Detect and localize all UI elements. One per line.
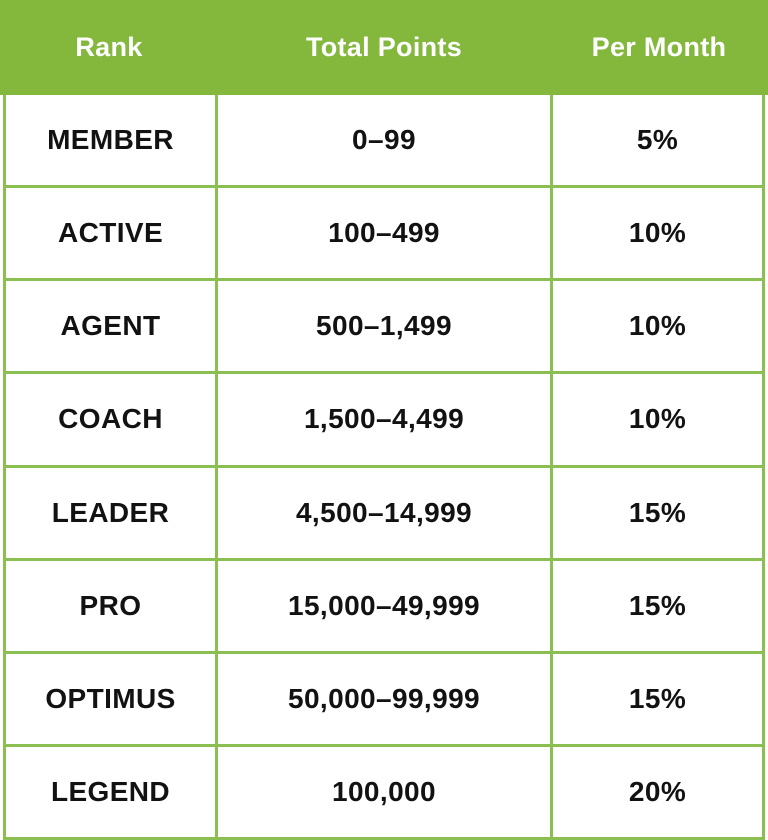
points-cell: 50,000–99,999 bbox=[218, 653, 550, 744]
points-cell: 15,000–49,999 bbox=[218, 560, 550, 651]
table-body: MEMBER 0–99 5% ACTIVE 100–499 10% AGENT … bbox=[3, 95, 765, 840]
table-header-row: Rank Total Points Per Month bbox=[0, 0, 768, 95]
points-cell: 100,000 bbox=[218, 746, 550, 837]
percent-cell: 10% bbox=[553, 281, 762, 372]
rank-cell: LEADER bbox=[6, 467, 215, 558]
points-cell: 100–499 bbox=[218, 188, 550, 279]
rank-cell: OPTIMUS bbox=[6, 653, 215, 744]
rank-cell: COACH bbox=[6, 374, 215, 465]
points-cell: 1,500–4,499 bbox=[218, 374, 550, 465]
percent-cell: 10% bbox=[553, 374, 762, 465]
column-header-per-month: Per Month bbox=[591, 32, 727, 62]
percent-cell: 10% bbox=[553, 188, 762, 279]
points-cell: 0–99 bbox=[218, 95, 550, 186]
points-cell: 500–1,499 bbox=[218, 281, 550, 372]
rank-cell: LEGEND bbox=[6, 746, 215, 837]
percent-cell: 15% bbox=[553, 467, 762, 558]
column-header-rank: Rank bbox=[75, 32, 143, 62]
points-cell: 4,500–14,999 bbox=[218, 467, 550, 558]
rank-cell: AGENT bbox=[6, 281, 215, 372]
column-header-total-points: Total Points bbox=[305, 32, 463, 62]
rank-cell: MEMBER bbox=[6, 95, 215, 186]
percent-cell: 5% bbox=[553, 95, 762, 186]
percent-cell: 15% bbox=[553, 560, 762, 651]
rank-cell: PRO bbox=[6, 560, 215, 651]
percent-cell: 15% bbox=[553, 653, 762, 744]
percent-cell: 20% bbox=[553, 746, 762, 837]
rank-cell: ACTIVE bbox=[6, 188, 215, 279]
